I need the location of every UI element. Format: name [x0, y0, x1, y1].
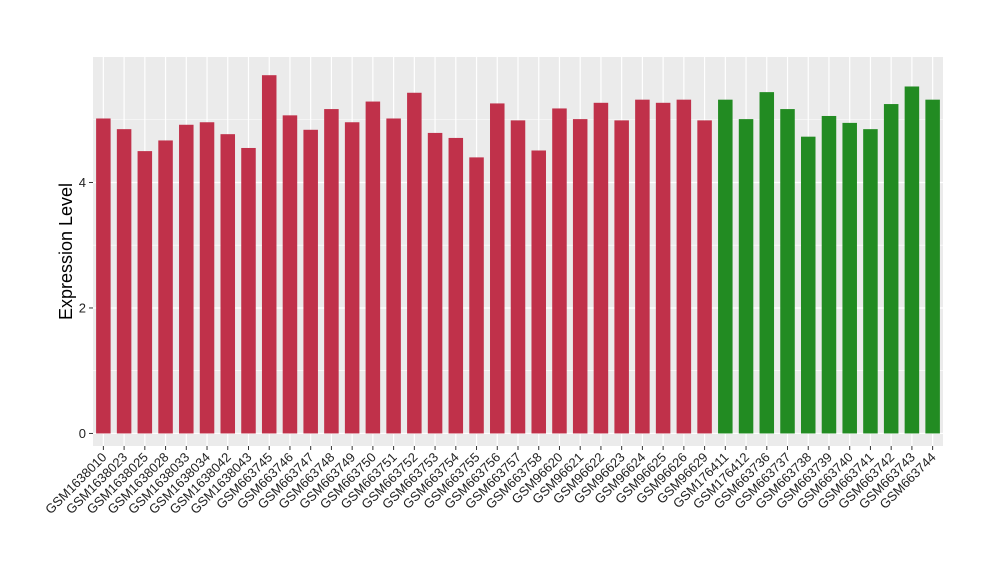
bar-GSM1638033 [179, 124, 194, 434]
y-tick-label: 2 [79, 300, 86, 315]
bar-GSM663737 [780, 109, 795, 434]
y-tick-label: 4 [79, 175, 86, 190]
bar-GSM1638025 [137, 151, 153, 434]
bar-GSM663755 [469, 157, 484, 434]
bar-GSM1638023 [116, 129, 132, 434]
bar-GSM176412 [738, 119, 754, 434]
bar-GSM663738 [800, 136, 816, 434]
bar-GSM96625 [655, 102, 671, 434]
y-tick-label: 0 [79, 426, 86, 441]
bar-GSM1638043 [241, 147, 256, 434]
bar-GSM96621 [572, 119, 588, 434]
bar-GSM663749 [344, 122, 360, 434]
bar-GSM96626 [676, 99, 692, 434]
bar-GSM663753 [427, 132, 443, 434]
bar-GSM663754 [448, 137, 464, 434]
bar-GSM663746 [282, 115, 298, 434]
x-axis: GSM1638010GSM1638023GSM1638025GSM1638028… [42, 446, 939, 517]
bar-GSM663750 [365, 101, 381, 434]
bar-GSM663747 [303, 129, 318, 434]
bar-GSM96624 [635, 99, 650, 434]
y-axis: 0 2 4 [79, 175, 93, 441]
bar-GSM1638010 [96, 118, 111, 434]
bar-GSM663757 [510, 120, 526, 434]
bar-GSM663744 [925, 99, 940, 434]
bar-GSM663740 [842, 122, 857, 434]
bar-GSM176411 [718, 99, 733, 434]
bar-GSM1638042 [220, 134, 236, 434]
bar-GSM96622 [593, 102, 609, 434]
bar-GSM96623 [614, 120, 629, 434]
bar-GSM663736 [759, 92, 775, 434]
bar-GSM663743 [904, 86, 920, 434]
bars-group [96, 75, 940, 434]
bar-GSM663745 [261, 75, 277, 434]
bar-GSM663741 [863, 129, 878, 434]
bar-GSM663742 [883, 104, 899, 434]
bar-GSM663752 [407, 92, 422, 434]
bar-GSM663751 [386, 118, 401, 434]
y-axis-title: Expression Level [56, 183, 76, 320]
bar-GSM663748 [324, 109, 339, 434]
bar-GSM1638028 [158, 140, 173, 434]
bar-GSM663739 [821, 115, 837, 434]
bar-GSM1638034 [199, 122, 215, 434]
bar-GSM663758 [531, 150, 546, 434]
bar-GSM96620 [552, 108, 567, 434]
bar-GSM663756 [490, 103, 505, 434]
bar-GSM96629 [697, 120, 712, 434]
